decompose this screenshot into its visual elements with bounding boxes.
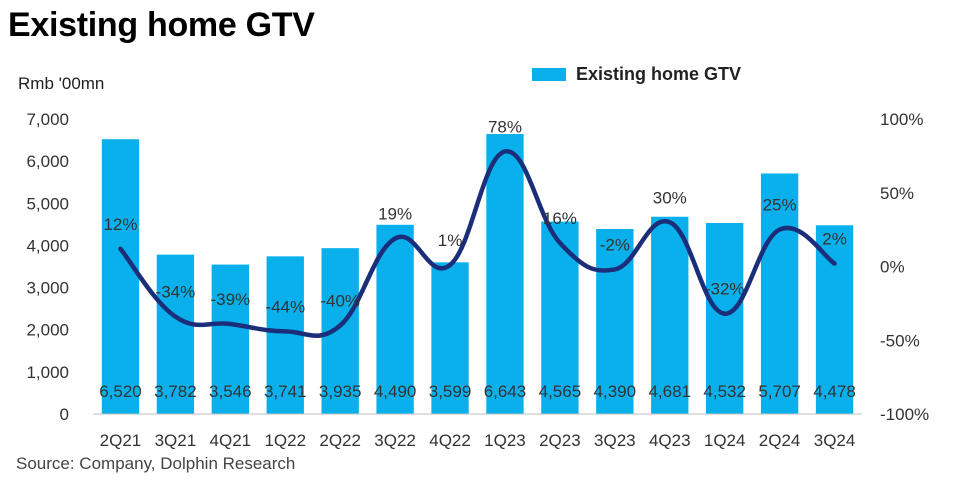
line-data-label: 1% (438, 231, 463, 250)
left-axis-unit-label: Rmb '00mn (18, 74, 105, 93)
bar-data-label: 3,741 (264, 382, 307, 401)
line-data-label: 25% (763, 196, 797, 215)
line-data-label: 16% (543, 209, 577, 228)
bar-data-label: 4,681 (648, 382, 691, 401)
bar (760, 173, 799, 414)
x-axis-tick-label: 3Q23 (594, 431, 636, 450)
bar (101, 139, 140, 414)
left-axis-tick-label: 6,000 (26, 152, 69, 171)
x-axis-tick-label: 2Q23 (539, 431, 581, 450)
bar-data-label: 4,478 (813, 382, 856, 401)
left-axis-tick-label: 0 (60, 405, 69, 424)
bar (211, 264, 249, 414)
bar-data-label: 4,532 (703, 382, 746, 401)
line-data-label: -40% (320, 292, 360, 311)
bar-data-label: 3,782 (154, 382, 197, 401)
x-axis-tick-label: 4Q21 (210, 431, 252, 450)
bar (651, 216, 689, 414)
left-axis-tick-label: 3,000 (26, 279, 69, 298)
line-data-label: 78% (488, 117, 522, 136)
bar (431, 262, 469, 414)
chart-legend: Existing home GTV (532, 64, 741, 85)
x-axis-tick-label: 4Q23 (649, 431, 691, 450)
line-data-label: 2% (822, 230, 847, 249)
line-data-label: 12% (103, 215, 137, 234)
bar (156, 254, 195, 414)
bar-data-label: 4,390 (594, 382, 637, 401)
line-data-label: -39% (210, 290, 250, 309)
right-axis-tick-label: 50% (880, 184, 914, 203)
chart-title: Existing home GTV (8, 6, 315, 44)
left-axis-tick-label: 5,000 (26, 194, 69, 213)
bar-data-label: 3,935 (319, 382, 362, 401)
bar-data-label: 3,546 (209, 382, 252, 401)
bar (815, 225, 854, 414)
line-data-label: -32% (705, 280, 745, 299)
line-data-label: -2% (600, 235, 630, 254)
legend-label-existing-home-gtv: Existing home GTV (576, 64, 742, 84)
right-axis-tick-label: 100% (880, 110, 923, 129)
bar-data-label: 4,490 (374, 382, 417, 401)
line-data-label: -34% (156, 283, 196, 302)
legend-swatch-bar (532, 68, 566, 81)
x-axis-tick-label: 3Q21 (155, 431, 197, 450)
x-axis-tick-label: 1Q23 (484, 431, 526, 450)
left-axis-tick-label: 7,000 (26, 110, 69, 129)
left-axis-tick-label: 1,000 (26, 363, 69, 382)
yoy-growth-line (118, 149, 837, 338)
right-axis-tick-label: -50% (880, 331, 920, 350)
right-axis-tick-label: -100% (880, 405, 929, 424)
x-axis-tick-label: 2Q24 (759, 431, 801, 450)
bar (706, 223, 744, 414)
right-axis-tick-label: 0% (880, 258, 905, 277)
bar-data-label: 3,599 (429, 382, 472, 401)
x-axis-tick-label: 2Q21 (100, 431, 142, 450)
line-data-label: 19% (378, 204, 412, 223)
bar (486, 134, 524, 415)
bar-data-label: 6,520 (99, 382, 142, 401)
left-axis-tick-label: 2,000 (26, 321, 69, 340)
left-axis-tick-label: 4,000 (26, 236, 69, 255)
x-axis-tick-label: 3Q22 (374, 431, 416, 450)
line-data-label: -44% (265, 297, 305, 316)
bar-data-label: 4,565 (539, 382, 582, 401)
bar-data-label: 5,707 (758, 382, 801, 401)
bar (376, 224, 414, 414)
x-axis-tick-label: 1Q22 (264, 431, 306, 450)
x-axis-tick-label: 2Q22 (319, 431, 361, 450)
source-note: Source: Company, Dolphin Research (16, 454, 296, 473)
line-data-label: 30% (653, 188, 687, 207)
x-axis-tick-label: 1Q24 (704, 431, 746, 450)
bar-data-label: 6,643 (484, 382, 527, 401)
x-axis-tick-label: 4Q22 (429, 431, 471, 450)
x-axis-tick-label: 3Q24 (814, 431, 856, 450)
bar (266, 256, 304, 414)
